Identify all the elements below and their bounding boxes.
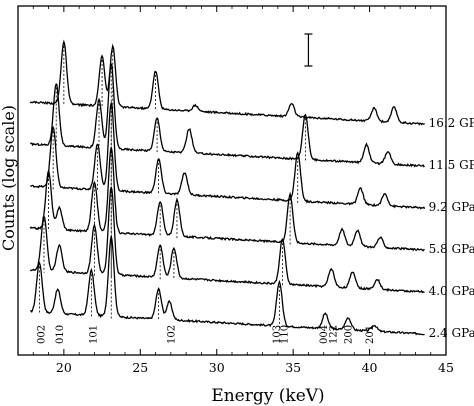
peak-label: 004 — [319, 325, 330, 344]
series-line-5 — [29, 39, 425, 126]
series-label: 5.8 GPa — [429, 242, 474, 256]
x-tick-label: 35 — [285, 360, 301, 375]
plot-frame — [17, 5, 447, 356]
peak-label: 102 — [166, 325, 177, 344]
peak-label: 002 — [36, 325, 47, 344]
peak-label: 010 — [55, 325, 66, 344]
series-group: 2.4 GPa 4.0 GPa 5.8 GPa 9.2 GPa 11.5 GPa 16.2… — [29, 39, 474, 340]
series-label: 11.5 GPa — [429, 158, 474, 172]
series-line-0 — [29, 235, 425, 336]
peak-label: 201 — [365, 325, 376, 344]
error-bar — [304, 33, 313, 67]
x-axis-title: Energy (keV) — [211, 386, 324, 406]
series-line-1 — [29, 186, 425, 294]
series-line-3 — [30, 101, 426, 210]
x-tick-label: 45 — [438, 360, 454, 375]
x-tick-label: 20 — [56, 360, 72, 375]
peak-label: 103 — [272, 325, 283, 344]
series-label: 16.2 GPa — [429, 116, 474, 130]
y-axis-title: Counts (log scale) — [0, 105, 18, 251]
peak-label: 110 — [279, 325, 290, 344]
x-tick-label: 30 — [209, 360, 225, 375]
peak-label: 122 — [328, 325, 339, 344]
x-axis: 20 25 30 35 40 45 — [17, 6, 454, 375]
series-label: 4.0 GPa — [429, 284, 474, 298]
series-line-2 — [29, 147, 425, 252]
series-label: 9.2 GPa — [429, 200, 474, 214]
peak-label: 101 — [88, 325, 99, 344]
peak-label: 200 — [344, 325, 355, 344]
series-line-4 — [30, 63, 425, 168]
series-label: 2.4 GPa — [429, 326, 474, 340]
x-tick-label: 25 — [132, 360, 148, 375]
x-tick-label: 40 — [362, 360, 378, 375]
